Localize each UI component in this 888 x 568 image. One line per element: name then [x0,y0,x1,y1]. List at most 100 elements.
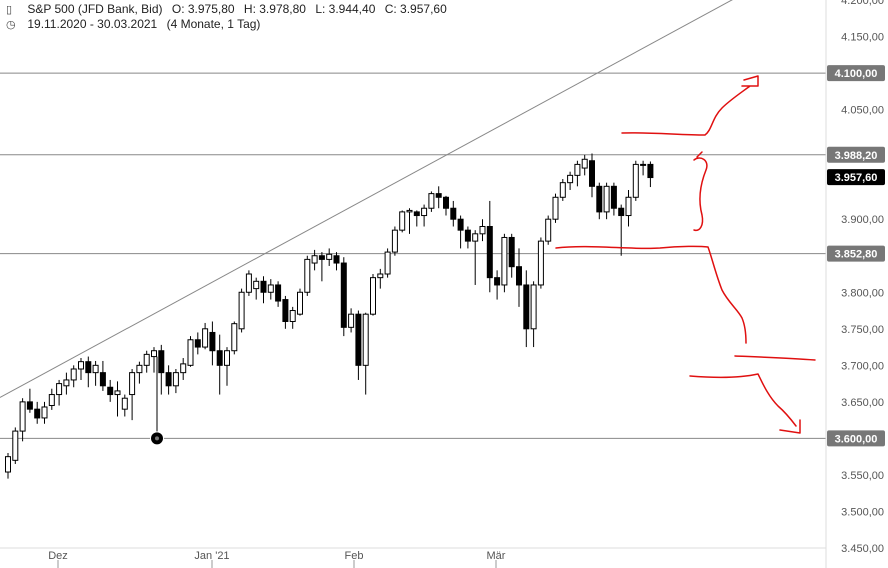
red-annotation-stroke [734,355,816,361]
price-tag-label: 4.100,00 [835,68,878,80]
candle-up [530,284,537,330]
candle-up [56,383,63,396]
y-tick-label: 3.750,00 [841,324,884,336]
level-price-tag [827,245,885,262]
candle-up [479,226,486,235]
candle-down [194,339,201,348]
low-value: L: 3.944,40 [315,2,376,16]
y-tick-label: 3.900,00 [841,214,884,226]
candle-up [545,218,552,242]
candle-down [209,331,216,352]
candle-up [537,240,544,286]
candle-down [647,163,654,179]
candle-up [362,313,369,366]
x-tick-label: Jan '21 [194,550,229,562]
candle-up [311,255,318,264]
x-tick-label: Dez [48,550,68,562]
candle-up [224,350,230,366]
candle-up [581,158,588,169]
candle-up [391,229,398,253]
candle-up [384,251,391,275]
level-lines [0,72,826,439]
y-tick-label: 3.450,00 [841,543,884,555]
trendline [0,0,733,398]
candle-up [406,209,413,213]
trendline-segment [0,0,733,398]
candle-up [231,323,238,352]
candle-down [85,361,92,374]
hand-drawn-annotations [555,75,816,434]
candle-up [377,273,384,279]
candle-up [41,406,48,419]
price-tag-label: 3.988,20 [835,150,878,162]
candle-up [129,372,136,396]
level-price-tag [827,146,885,163]
period-info: (4 Monate, 1 Tag) [166,17,261,31]
candle-down [618,207,625,217]
y-tick-label: 3.550,00 [841,470,884,482]
candle-down [523,284,530,330]
candle-up [136,364,143,374]
candlestick-series [5,153,654,479]
candle-down [99,372,106,387]
instrument-name: S&P 500 (JFD Bank, Bid) [27,2,163,16]
candle-down [450,207,457,220]
red-annotation-stroke [621,75,759,136]
candle-down [355,313,362,366]
candle-up [421,207,428,217]
candle-up [63,379,70,387]
candle-down [610,185,617,209]
red-annotation-stroke [689,373,801,434]
candle-up [180,363,187,374]
candle-up [632,163,639,198]
candle-up [245,273,252,293]
candle-down [26,401,33,410]
candle-down [435,193,442,198]
candle-down [158,350,165,374]
candle-down [260,280,267,293]
clock-icon: ◷ [6,19,16,31]
close-value: C: 3.957,60 [384,2,447,16]
candle-up [78,361,84,370]
y-tick-label: 4.150,00 [841,32,884,44]
y-tick-label: 3.500,00 [841,506,884,518]
candle-down [494,277,501,286]
candle-down [413,211,420,217]
candle-down [333,255,340,264]
candle-up [172,372,179,387]
candle-down [508,236,515,268]
candle-up [202,328,209,348]
marker-dot-core [155,436,159,441]
candle-up [567,174,574,184]
y-tick-label: 3.650,00 [841,397,884,409]
candle-up [187,339,194,366]
red-annotation-stroke [555,245,747,344]
x-tick-label: Feb [345,550,364,562]
candle-up [326,253,333,260]
open-value: O: 3.975,80 [171,2,235,16]
candle-up [428,193,435,209]
price-tag-label: 3.852,80 [835,249,878,261]
candle-up [48,394,55,407]
price-marker [150,356,164,446]
candle-up [574,163,581,176]
candle-down [165,372,172,387]
price-tag-label: 3.957,60 [835,172,878,184]
candle-up [399,211,406,231]
candle-up [12,430,19,461]
candle-down [596,185,603,213]
candle-down [216,350,223,366]
candle-down [275,284,282,302]
candle-down [486,226,493,279]
candlestick-icon: ▯ [6,4,13,16]
candle-up [70,368,77,381]
candle-up [19,401,26,432]
candle-up [297,291,303,315]
candle-up [348,313,355,328]
candle-up [5,456,11,473]
candle-down [282,299,289,322]
price-tag-label: 3.600,00 [835,433,878,445]
candle-down [318,255,325,260]
candle-up [238,291,245,330]
